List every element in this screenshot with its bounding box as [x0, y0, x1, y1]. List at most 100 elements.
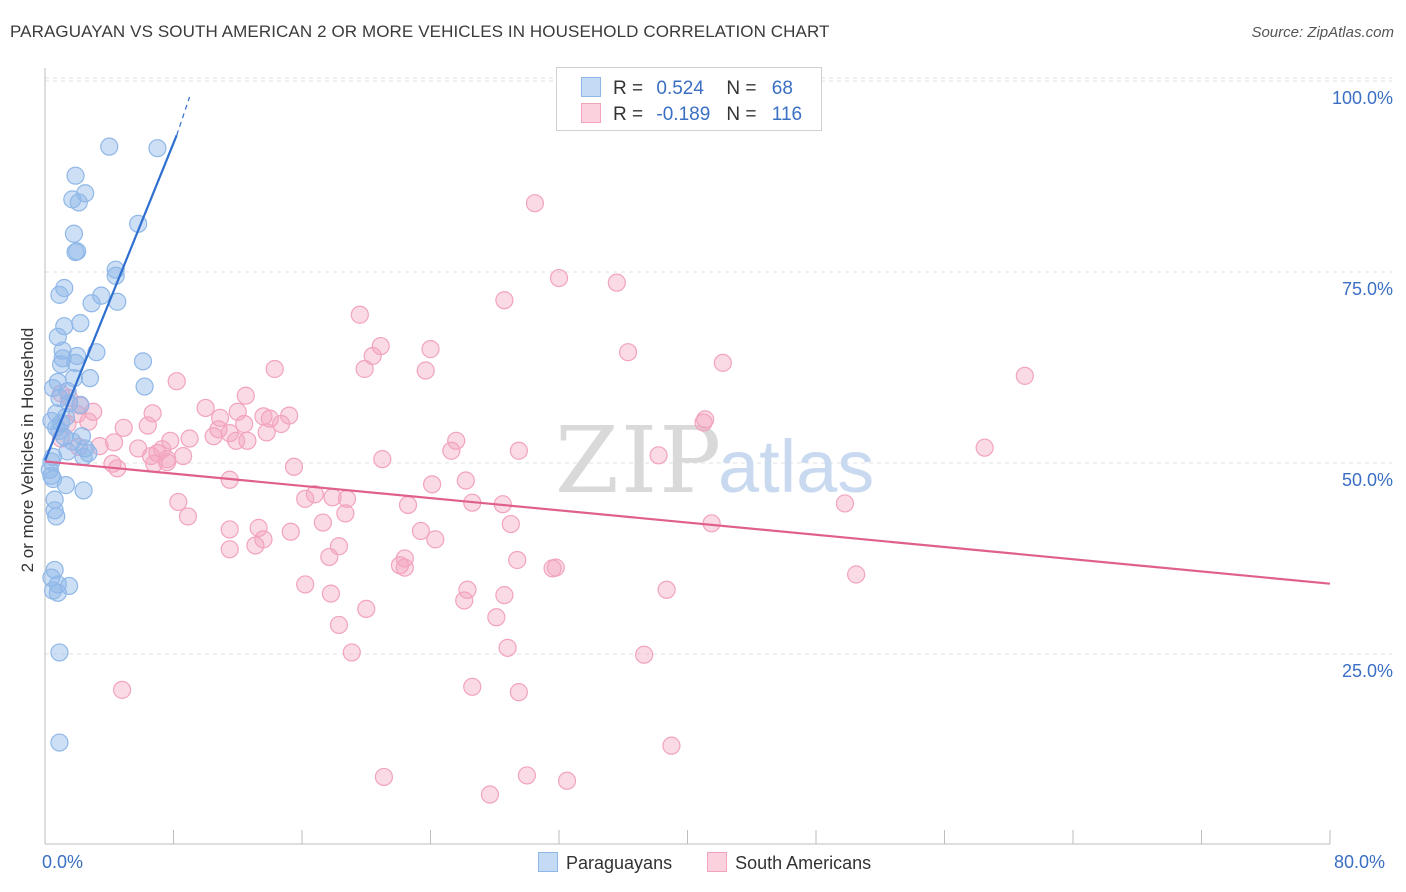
- south-americans-point: [249, 518, 268, 537]
- south-americans-point: [517, 766, 536, 785]
- south-americans-point: [442, 441, 461, 460]
- south-americans-point: [138, 416, 157, 435]
- south-americans-points: [51, 194, 1034, 804]
- south-americans-point: [696, 410, 715, 429]
- south-americans-swatch: [581, 103, 601, 123]
- south-americans-point: [487, 608, 506, 627]
- y-tick-label: 75.0%: [1342, 279, 1393, 299]
- south-americans-point: [411, 521, 430, 541]
- paraguayans-point: [76, 184, 95, 203]
- south-americans-point: [329, 615, 349, 635]
- south-americans-point: [398, 495, 418, 515]
- y-tick-label: 25.0%: [1342, 661, 1393, 681]
- n-label: N =: [726, 78, 757, 99]
- south-americans-trend-line: [44, 460, 1331, 585]
- south-americans-point: [363, 346, 382, 366]
- south-americans-point: [713, 353, 732, 372]
- paraguayans-point: [43, 581, 63, 600]
- south-americans-point: [296, 489, 315, 508]
- paraguayans-point: [71, 395, 90, 414]
- south-americans-point: [657, 580, 676, 599]
- south-americans-point: [355, 359, 374, 379]
- south-americans-point: [423, 475, 442, 494]
- south-americans-point: [455, 591, 474, 610]
- paraguayans-point: [50, 388, 69, 408]
- south-americans-point: [416, 361, 435, 380]
- south-americans-swatch: [707, 852, 728, 872]
- watermark-zip: ZIP: [555, 407, 723, 514]
- r-value: 0.524: [656, 78, 704, 99]
- south-americans-point: [246, 536, 265, 555]
- south-americans-point: [305, 485, 324, 504]
- south-americans-point: [395, 558, 414, 577]
- paraguayans-swatch: [538, 852, 558, 872]
- n-value: 68: [771, 78, 793, 99]
- south-americans-point: [167, 372, 186, 391]
- paraguayans-point: [50, 643, 69, 662]
- south-americans-point: [157, 453, 177, 472]
- south-americans-point: [549, 268, 569, 288]
- paraguayans-point: [100, 137, 119, 156]
- south-americans-point: [543, 559, 562, 578]
- south-americans-point: [447, 431, 466, 450]
- south-americans-point: [498, 638, 517, 657]
- south-americans-point: [284, 457, 304, 476]
- south-americans-point: [272, 414, 291, 434]
- paraguayans-point: [48, 583, 67, 602]
- south-americans-point: [174, 446, 193, 466]
- r-value: -0.189: [656, 104, 711, 125]
- paraguayans-point: [56, 476, 75, 495]
- south-americans-point: [649, 446, 668, 465]
- paraguayans-point: [66, 242, 85, 262]
- legend-item-paraguayans: Paraguayans: [538, 852, 672, 874]
- south-americans-point: [236, 386, 255, 405]
- south-americans-point: [456, 471, 475, 490]
- paraguayans-point: [64, 224, 84, 243]
- y-axis-label: 2 or more Vehicles in Household: [18, 327, 37, 573]
- trend-lines: [43, 96, 1331, 585]
- south-americans-point: [509, 683, 528, 702]
- legend-row-south-americans: R = -0.189 N = 116: [581, 103, 802, 127]
- legend: R = 0.524 N = 68 R = -0.189 N = 116: [556, 67, 822, 131]
- r-label: R =: [613, 78, 644, 99]
- south-americans-point: [557, 771, 577, 790]
- legend-label: Paraguayans: [566, 853, 673, 873]
- south-americans-point: [607, 273, 626, 292]
- south-americans-point: [357, 599, 376, 618]
- source-credit: Source: ZipAtlas.com: [1251, 24, 1394, 41]
- south-americans-point: [210, 408, 230, 427]
- paraguayans-point: [42, 466, 61, 486]
- legend-label: South Americans: [735, 853, 872, 873]
- paraguayans-point: [48, 372, 67, 392]
- south-americans-point: [112, 680, 132, 699]
- south-americans-point: [390, 556, 410, 575]
- south-americans-point: [374, 767, 394, 787]
- paraguayans-trend-line: [43, 134, 178, 462]
- paraguayans-point: [80, 369, 100, 388]
- south-americans-point: [508, 550, 527, 570]
- south-americans-point: [104, 433, 124, 452]
- south-americans-point: [220, 540, 239, 559]
- paraguayans-point: [50, 285, 69, 304]
- south-americans-point: [196, 398, 215, 418]
- paraguayans-point: [48, 327, 67, 346]
- y-tick-label: 50.0%: [1342, 470, 1393, 490]
- paraguayans-point: [55, 317, 74, 336]
- paraguayans-swatch: [581, 77, 601, 97]
- x-tick-max: 80.0%: [1334, 852, 1386, 872]
- south-americans-point: [342, 643, 361, 662]
- paraguayans-point: [50, 733, 69, 752]
- south-americans-point: [350, 305, 369, 324]
- south-americans-point: [373, 450, 392, 469]
- paraguayans-point: [43, 378, 63, 398]
- chart-title: PARAGUAYAN VS SOUTH AMERICAN 2 OR MORE V…: [10, 22, 830, 41]
- paraguayans-point: [92, 286, 111, 305]
- south-americans-point: [257, 423, 276, 442]
- legend-item-south-americans: South Americans: [707, 852, 871, 874]
- paraguayans-point: [71, 314, 90, 333]
- paraguayans-point: [68, 242, 87, 261]
- south-americans-point: [227, 431, 246, 450]
- n-value: 116: [771, 104, 803, 125]
- paraguayans-point: [47, 507, 66, 526]
- south-americans-point: [260, 409, 279, 428]
